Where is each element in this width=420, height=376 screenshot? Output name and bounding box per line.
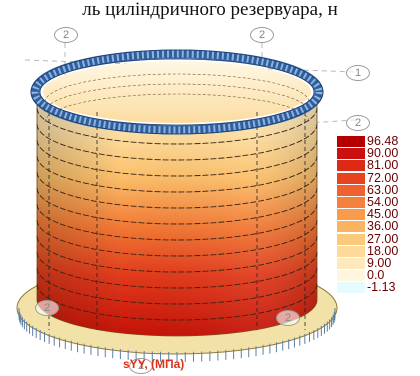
legend-row: 45.00 <box>337 207 415 222</box>
legend-swatch <box>337 221 365 233</box>
legend-value: 81.00 <box>367 158 399 173</box>
legend-value: -1.13 <box>367 280 396 295</box>
stress-legend: 96.48 90.00 81.00 72.00 63.00 54.00 45.00 36.00… <box>337 134 415 295</box>
legend-value: 96.48 <box>367 134 399 148</box>
legend-value: 90.00 <box>367 146 399 161</box>
legend-swatch <box>337 196 365 208</box>
shell-course-line <box>36 235 318 273</box>
shell-course-line <box>36 139 318 177</box>
legend-row: 54.00 <box>337 194 415 209</box>
axis-marker-bottom-center: 2 <box>129 358 153 374</box>
shell-shading <box>37 92 317 336</box>
legend-value: 36.00 <box>367 219 399 234</box>
legend-row: 90.00 <box>337 146 415 161</box>
axis-marker-right-mid: 2 <box>346 115 370 131</box>
legend-swatch <box>337 245 365 257</box>
legend-swatch <box>337 148 365 160</box>
shell-course-line <box>36 171 318 209</box>
axis-marker-top-right: 2 <box>250 27 274 43</box>
legend-row: 63.00 <box>337 182 415 197</box>
axis-marker-top-left: 2 <box>54 27 78 43</box>
shell-course-line <box>36 123 318 161</box>
caption-text: ль циліндричного резервуара, н <box>82 0 338 20</box>
legend-row: 9.00 <box>337 255 415 270</box>
fea-viewport[interactable]: 2 2 1 2 2 2 2 96.48 90.00 81.00 72.00 63.00 5… <box>5 20 415 374</box>
legend-row: 72.00 <box>337 170 415 185</box>
legend-value: 63.00 <box>367 182 399 197</box>
tank-model <box>16 34 356 362</box>
shell-course-line <box>36 283 318 321</box>
ring-hatch <box>31 50 323 134</box>
inner-band-line <box>44 73 310 103</box>
legend-value: 27.00 <box>367 231 399 246</box>
legend-row: 18.00 <box>337 243 415 258</box>
legend-swatch <box>337 160 365 172</box>
ring-inner-edge <box>39 58 315 126</box>
legend-swatch <box>337 136 365 147</box>
shell-interior <box>43 61 311 123</box>
top-stiffener-ring <box>30 49 324 135</box>
legend-row: 96.48 <box>337 134 415 148</box>
axis-marker-bottom-left: 2 <box>35 300 59 316</box>
legend-row: 81.00 <box>337 158 415 173</box>
shell-course-line <box>36 107 318 145</box>
tank-shell <box>36 61 318 337</box>
shell-course-line <box>36 203 318 241</box>
legend-swatch <box>337 257 365 269</box>
shell-course-line <box>36 267 318 305</box>
axis-marker-right-upper: 1 <box>346 65 370 81</box>
shell-course-line <box>36 187 318 225</box>
legend-value: 9.00 <box>367 255 392 270</box>
inner-band-line <box>44 83 310 113</box>
legend-row: 0.0 <box>337 268 415 283</box>
legend-swatch <box>337 282 365 294</box>
shell-course-line <box>36 155 318 193</box>
legend-unit-label: sYY, (МПа) <box>123 357 185 371</box>
legend-value: 54.00 <box>367 194 399 209</box>
legend-swatch <box>337 270 365 282</box>
legend-value: 0.0 <box>367 268 385 283</box>
legend-swatch <box>337 184 365 196</box>
legend-swatch <box>337 172 365 184</box>
legend-row: 36.00 <box>337 219 415 234</box>
ring-outer-edge <box>30 49 324 135</box>
legend-value: 72.00 <box>367 170 399 185</box>
legend-value: 18.00 <box>367 243 399 258</box>
legend-row: -1.13 <box>337 280 415 295</box>
shell-course-line <box>36 251 318 289</box>
legend-swatch <box>337 233 365 245</box>
legend-row: 27.00 <box>337 231 415 246</box>
legend-swatch <box>337 209 365 221</box>
axis-marker-bottom-right: 2 <box>276 310 300 326</box>
legend-value: 45.00 <box>367 207 399 222</box>
shell-course-line <box>36 219 318 257</box>
